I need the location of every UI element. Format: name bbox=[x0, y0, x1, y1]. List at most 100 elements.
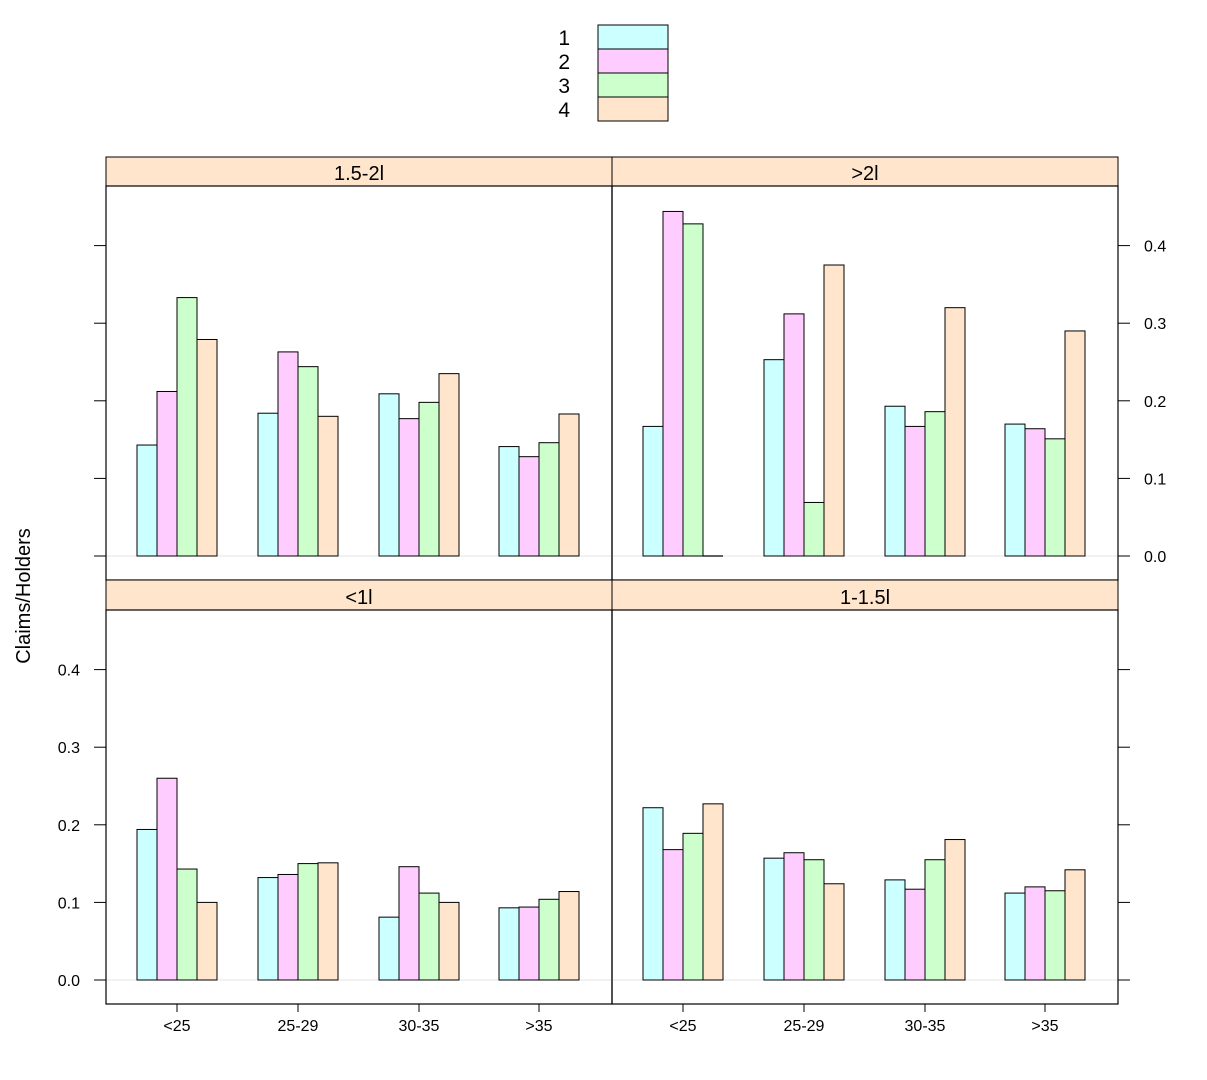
bar bbox=[257, 877, 279, 981]
x-tick-label: <25 bbox=[163, 1018, 190, 1035]
bar bbox=[763, 857, 785, 981]
y-tick-label: 0.0 bbox=[58, 973, 80, 990]
bar bbox=[518, 456, 540, 557]
panels: 1.5-2l >2l <1l 1-1.5l bbox=[105, 156, 1119, 1005]
panel-strip-label: 1-1.5l bbox=[840, 587, 890, 609]
panel-border bbox=[611, 609, 1119, 1005]
legend-swatch bbox=[597, 72, 669, 98]
bar bbox=[317, 862, 339, 981]
bar bbox=[662, 210, 684, 557]
bar bbox=[803, 501, 825, 557]
bar bbox=[1044, 890, 1066, 981]
bar bbox=[783, 313, 805, 557]
bar bbox=[398, 418, 420, 557]
bar bbox=[558, 413, 580, 557]
bar bbox=[682, 223, 704, 557]
bar bbox=[823, 883, 845, 981]
bar bbox=[136, 444, 158, 557]
bar bbox=[277, 873, 299, 981]
panel: 1-1.5l bbox=[611, 579, 1119, 1005]
panel-strip bbox=[611, 579, 1119, 611]
bar bbox=[1024, 428, 1046, 557]
legend-swatch bbox=[597, 24, 669, 50]
x-tick-label: <25 bbox=[669, 1018, 696, 1035]
legend-swatch bbox=[597, 48, 669, 74]
bar bbox=[398, 866, 420, 981]
panel-strip-label: <1l bbox=[345, 587, 372, 609]
y-tick-label: 0.4 bbox=[58, 663, 80, 680]
bar bbox=[1024, 886, 1046, 981]
bar bbox=[297, 863, 319, 981]
bar bbox=[156, 777, 178, 981]
bar bbox=[1044, 438, 1066, 557]
legend-label: 3 bbox=[558, 75, 570, 98]
panel-strip-label: 1.5-2l bbox=[334, 163, 384, 185]
panel: >2l bbox=[611, 156, 1119, 581]
y-tick-label: 0.3 bbox=[58, 740, 80, 757]
bar bbox=[156, 390, 178, 557]
y-tick-label: 0.1 bbox=[58, 895, 80, 912]
bar bbox=[1004, 892, 1026, 981]
legend-label: 4 bbox=[558, 99, 570, 122]
bar bbox=[783, 852, 805, 981]
bar bbox=[438, 373, 460, 557]
y-tick-label: 0.1 bbox=[1144, 471, 1166, 488]
bar bbox=[196, 338, 218, 557]
bar bbox=[924, 411, 946, 557]
bar bbox=[642, 425, 664, 557]
bar bbox=[803, 859, 825, 981]
bar bbox=[277, 351, 299, 557]
panel-strip bbox=[611, 156, 1119, 187]
bar bbox=[763, 359, 785, 557]
bar bbox=[317, 415, 339, 557]
bar bbox=[884, 879, 906, 981]
bar bbox=[418, 892, 440, 981]
bar bbox=[538, 898, 560, 981]
x-tick-label: 30-35 bbox=[399, 1018, 440, 1035]
x-tick-label: 30-35 bbox=[905, 1018, 946, 1035]
legend-label: 1 bbox=[558, 27, 570, 50]
panel-strip-label: >2l bbox=[851, 163, 878, 185]
bar bbox=[1064, 330, 1086, 557]
bar bbox=[498, 446, 520, 557]
legend-swatch bbox=[597, 96, 669, 122]
bar bbox=[136, 828, 158, 981]
x-tick-label: 25-29 bbox=[784, 1018, 825, 1035]
y-axis-label: Claims/Holders bbox=[13, 528, 35, 664]
x-tick-label: >35 bbox=[1031, 1018, 1058, 1035]
panel: <1l bbox=[105, 579, 613, 1005]
bar bbox=[642, 807, 664, 981]
bar bbox=[702, 803, 724, 981]
bar bbox=[924, 859, 946, 981]
panel: 1.5-2l bbox=[105, 156, 613, 581]
bar bbox=[944, 307, 966, 557]
y-tick-label: 0.0 bbox=[1144, 549, 1166, 566]
bar bbox=[884, 405, 906, 557]
bar bbox=[1004, 423, 1026, 557]
bar bbox=[176, 868, 198, 981]
panel-strip bbox=[105, 579, 613, 611]
panel-strip bbox=[105, 156, 613, 187]
bar bbox=[558, 891, 580, 981]
y-tick-label: 0.2 bbox=[58, 818, 80, 835]
bar bbox=[944, 839, 966, 981]
y-tick-label: 0.3 bbox=[1144, 316, 1166, 333]
bar bbox=[196, 901, 218, 981]
axes: 0.0 0.0 0.1 0.1 0.2 0.2 0.3 0.3 0.4 0.4 <25 25-29 30… bbox=[58, 239, 1167, 1035]
bar bbox=[176, 297, 198, 557]
bar bbox=[682, 832, 704, 981]
x-tick-label: 25-29 bbox=[278, 1018, 319, 1035]
bar bbox=[518, 906, 540, 981]
legend-label: 2 bbox=[558, 51, 570, 74]
bar bbox=[662, 849, 684, 981]
bar bbox=[904, 888, 926, 981]
bar bbox=[257, 412, 279, 557]
bar bbox=[297, 366, 319, 557]
bar bbox=[904, 425, 926, 557]
bar bbox=[823, 264, 845, 557]
bar bbox=[378, 916, 400, 981]
y-tick-label: 0.2 bbox=[1144, 394, 1166, 411]
y-tick-label: 0.4 bbox=[1144, 239, 1166, 256]
bar bbox=[1064, 869, 1086, 981]
